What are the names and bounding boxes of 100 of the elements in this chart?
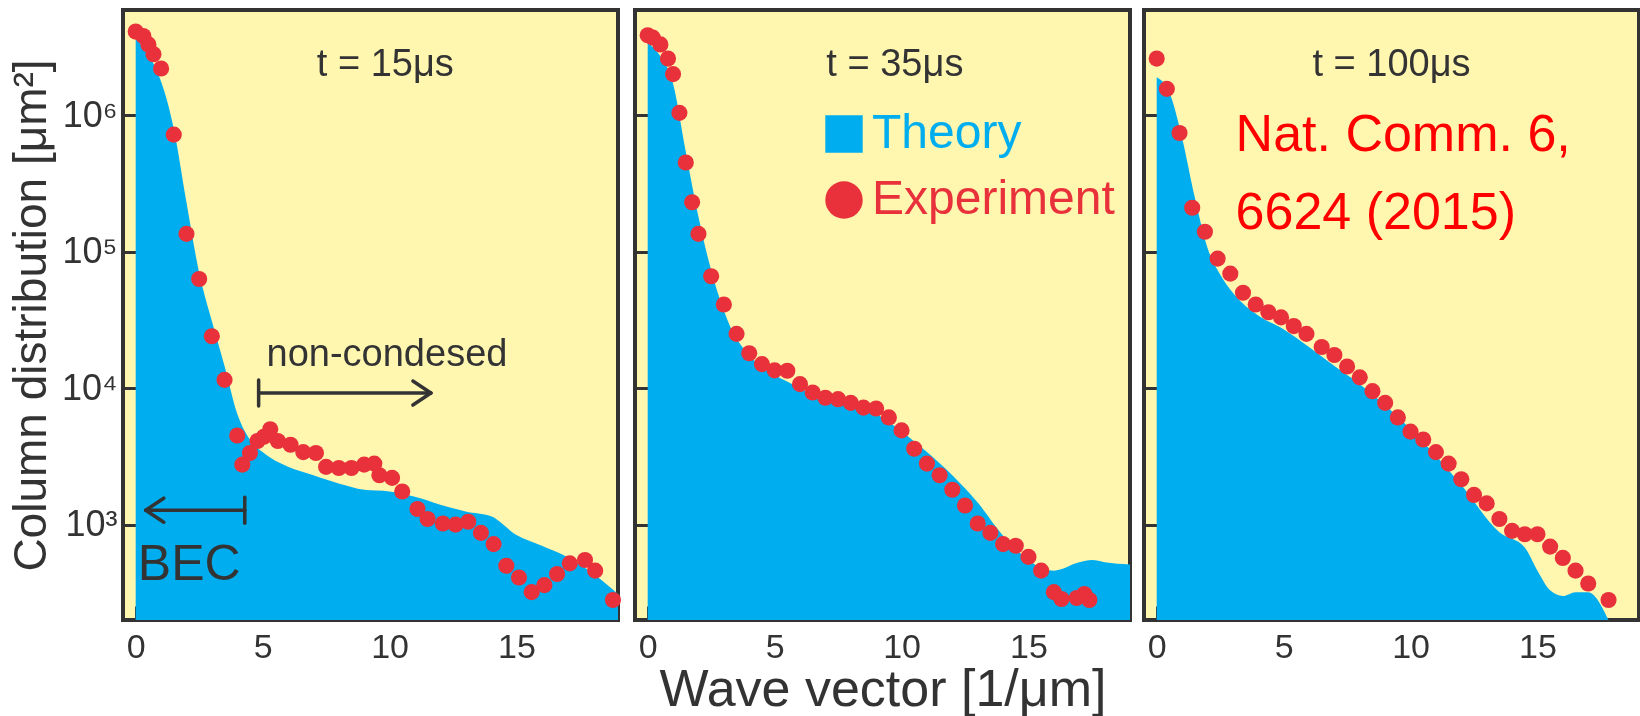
point: [1491, 510, 1508, 528]
point: [1377, 394, 1394, 411]
point: [229, 427, 246, 444]
point: [1196, 223, 1213, 240]
point: [1020, 548, 1037, 565]
annotation: Nat. Comm. 6, 6624 (2015): [1235, 104, 1571, 241]
point: [282, 436, 299, 453]
point: [969, 515, 986, 532]
point: [576, 552, 594, 569]
point: [995, 536, 1012, 553]
annotation: t = 100μs: [1312, 41, 1471, 84]
point: [269, 432, 286, 450]
point: [741, 345, 758, 362]
point: [956, 497, 974, 514]
point: [460, 513, 477, 530]
point: [1402, 423, 1419, 440]
point: [944, 481, 961, 498]
legend-label: Theory: [872, 105, 1022, 158]
point: [1148, 50, 1165, 67]
point: [1313, 339, 1330, 356]
point: [419, 510, 436, 528]
point: [307, 444, 324, 461]
point: [1567, 562, 1584, 579]
point: [1273, 309, 1290, 326]
point: [779, 362, 796, 379]
point: [409, 501, 426, 518]
point: [842, 394, 859, 411]
y-axis-title: Column distribution [μm²]: [3, 59, 56, 572]
point: [1389, 409, 1406, 426]
x-tick-label: 0: [1147, 626, 1167, 665]
point: [1247, 296, 1264, 313]
point: [384, 469, 401, 486]
point: [1339, 358, 1356, 375]
point: [1465, 486, 1483, 503]
point: [523, 584, 540, 601]
x-tick-label: 15: [1519, 626, 1557, 665]
y-tick-label: 10⁵: [62, 230, 118, 272]
point: [587, 562, 604, 579]
point: [1053, 590, 1070, 608]
point: [394, 483, 411, 500]
point: [234, 456, 251, 473]
point: [1542, 538, 1559, 555]
point: [1478, 495, 1495, 512]
x-tick-label: 0: [638, 626, 658, 665]
point: [145, 46, 162, 63]
point: [165, 126, 182, 143]
x-tick-label: 15: [498, 626, 536, 665]
annotation: BEC: [137, 535, 241, 592]
annotation: non-condesed: [266, 331, 508, 374]
point: [753, 356, 770, 373]
point: [1033, 562, 1050, 579]
point: [549, 565, 566, 582]
point: [690, 225, 707, 242]
point: [791, 376, 809, 393]
point: [1529, 526, 1546, 543]
point: [868, 400, 885, 417]
point: [262, 421, 279, 438]
point: [1234, 284, 1252, 301]
point: [1260, 304, 1277, 321]
point: [918, 455, 935, 472]
point: [153, 60, 170, 77]
point: [1415, 431, 1432, 448]
point: [485, 536, 502, 553]
point: [982, 524, 999, 541]
point: [561, 555, 578, 572]
point: [1554, 549, 1571, 566]
point: [1081, 592, 1098, 609]
annotation: t = 35μs: [826, 41, 964, 84]
y-tick-label: 10⁴: [61, 366, 118, 408]
point: [604, 592, 621, 609]
point: [1580, 575, 1597, 592]
point: [1285, 318, 1302, 335]
annotation: t = 15μs: [316, 41, 454, 84]
x-tick-label: 10: [371, 626, 409, 665]
legend-label: Experiment: [872, 171, 1115, 224]
x-tick-label: 0: [126, 626, 146, 665]
x-tick-label: 5: [253, 626, 273, 665]
x-tick-label: 5: [1274, 626, 1294, 665]
y-tick-label: 10³: [65, 503, 118, 545]
point: [880, 409, 897, 426]
point: [1440, 455, 1457, 472]
point: [893, 422, 910, 439]
point: [191, 271, 208, 288]
point: [1427, 444, 1444, 461]
point: [1326, 346, 1343, 364]
x-tick-label: 10: [1392, 626, 1430, 665]
point: [1504, 522, 1521, 539]
point: [703, 268, 720, 285]
point: [830, 391, 847, 408]
point: [671, 104, 688, 121]
point: [1007, 537, 1024, 554]
point: [677, 154, 694, 171]
point: [241, 444, 258, 461]
point: [1184, 199, 1201, 216]
point: [1158, 80, 1175, 97]
point: [665, 66, 682, 83]
point: [1209, 250, 1226, 267]
point: [931, 467, 948, 484]
point: [1351, 369, 1368, 386]
point: [203, 328, 220, 345]
